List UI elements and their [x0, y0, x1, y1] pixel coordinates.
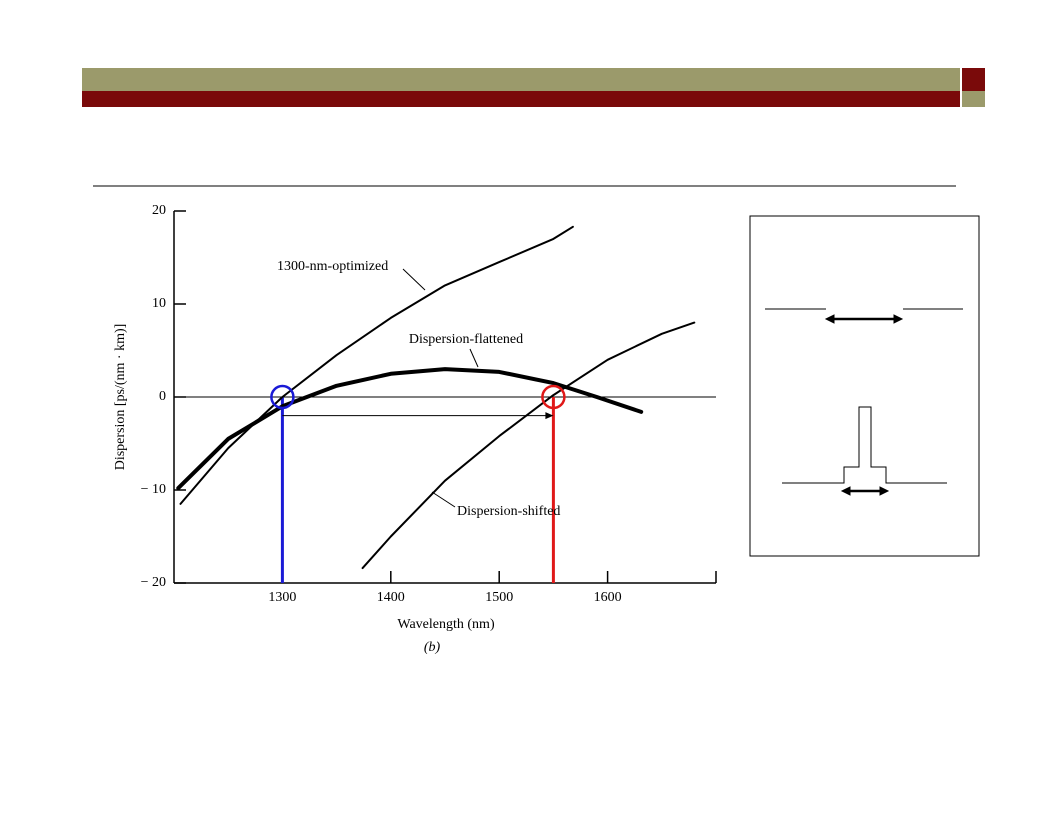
y-tick-label: − 20: [141, 575, 166, 590]
y-tick-label: 20: [152, 203, 166, 218]
x-axis-label: Wavelength (nm): [397, 617, 495, 632]
x-tick-label: 1600: [594, 590, 622, 605]
chart: Wavelength (nm) (b) Dispersion [ps/(nm ·…: [113, 203, 717, 655]
header-block: [962, 68, 985, 91]
leader-line: [469, 348, 479, 368]
leader-line: [431, 491, 456, 508]
caption: (b): [424, 640, 441, 655]
highlight-circle: [270, 384, 295, 410]
series-label: Dispersion-shifted: [457, 504, 560, 519]
y-tick-label: 10: [152, 296, 166, 311]
x-tick-label: 1400: [377, 590, 405, 605]
y-tick-label: 0: [159, 389, 166, 404]
header-block: [962, 91, 985, 107]
x-tick-label: 1300: [268, 590, 296, 605]
y-axis-label: Dispersion [ps/(nm · km)]: [113, 324, 128, 471]
arrow-head: [545, 412, 554, 420]
y-tick-label: − 10: [141, 482, 166, 497]
series-label: Dispersion-flattened: [409, 332, 523, 347]
leader-line: [402, 268, 426, 291]
series-line: [361, 321, 696, 570]
header-bar: [82, 68, 960, 91]
series-label: 1300-nm-optimized: [277, 259, 388, 274]
highlight-circle: [541, 384, 566, 410]
header-bar: [82, 91, 960, 107]
series-line: [179, 225, 574, 505]
x-tick-label: 1500: [485, 590, 513, 605]
fiber-diagram: [749, 215, 980, 557]
series-line: [176, 367, 644, 491]
